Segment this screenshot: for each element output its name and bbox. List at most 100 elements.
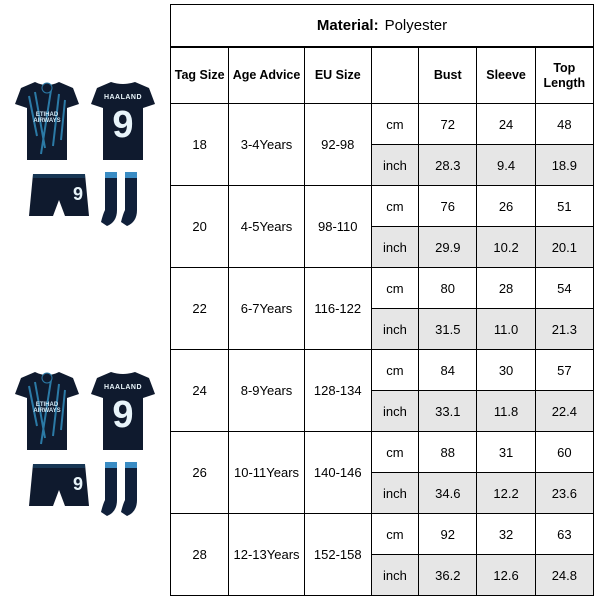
shorts-number: 9 [73,474,83,495]
jersey-back: HAALAND 9 [87,76,159,166]
col-sleeve: Sleeve [477,48,535,104]
cell-toplen-inch: 21.3 [535,309,593,350]
jersey-pair: ETIHAD AIRWAYS HAALAND 9 [11,366,159,456]
cell-bust-inch: 28.3 [419,145,477,186]
cell-eu: 128-134 [304,350,371,432]
cell-toplen-inch: 23.6 [535,473,593,514]
sponsor-line2: AIRWAYS [33,118,60,124]
cell-toplen-cm: 60 [535,432,593,473]
socks-icon [99,170,143,234]
cell-bust-cm: 80 [419,268,477,309]
cell-bust-inch: 34.6 [419,473,477,514]
socks [99,170,143,234]
col-eu-size: EU Size [304,48,371,104]
table-row: 2610-11Years140-146cm883160 [171,432,594,473]
player-number: 9 [87,396,159,434]
size-table-body: 183-4Years92-98cm722448inch28.39.418.920… [171,104,594,596]
cell-unit-cm: cm [371,432,418,473]
cell-sleeve-cm: 32 [477,514,535,555]
cell-unit-cm: cm [371,186,418,227]
cell-toplen-inch: 20.1 [535,227,593,268]
cell-age: 6-7Years [229,268,305,350]
col-top-length: Top Length [535,48,593,104]
cell-sleeve-cm: 31 [477,432,535,473]
cell-age: 3-4Years [229,104,305,186]
table-row: 226-7Years116-122cm802854 [171,268,594,309]
socks-icon [99,460,143,524]
cell-sleeve-inch: 11.0 [477,309,535,350]
table-row: 183-4Years92-98cm722448 [171,104,594,145]
cell-eu: 152-158 [304,514,371,596]
shorts-number: 9 [73,184,83,205]
cell-tag: 18 [171,104,229,186]
jersey-pair: ETIHAD AIRWAYS HAALAND 9 [11,76,159,166]
cell-bust-cm: 88 [419,432,477,473]
size-chart-column: Material: Polyester Tag Size Age Advice … [170,0,600,600]
cell-tag: 20 [171,186,229,268]
cell-sleeve-cm: 30 [477,350,535,391]
col-age-advice: Age Advice [229,48,305,104]
shorts: 9 [27,170,91,222]
cell-toplen-cm: 63 [535,514,593,555]
cell-age: 10-11Years [229,432,305,514]
jersey-back: HAALAND 9 [87,366,159,456]
cell-unit-cm: cm [371,350,418,391]
cell-bust-cm: 84 [419,350,477,391]
sponsor-text: ETIHAD AIRWAYS [11,402,83,414]
cell-unit-cm: cm [371,514,418,555]
cell-tag: 24 [171,350,229,432]
player-number: 9 [87,106,159,144]
cell-unit-inch: inch [371,391,418,432]
cell-sleeve-inch: 12.2 [477,473,535,514]
player-name: HAALAND [87,94,159,101]
shorts: 9 [27,460,91,512]
cell-toplen-inch: 24.8 [535,555,593,596]
cell-unit-inch: inch [371,145,418,186]
cell-toplen-cm: 51 [535,186,593,227]
cell-unit-inch: inch [371,555,418,596]
cell-sleeve-cm: 28 [477,268,535,309]
shorts-socks: 9 [27,460,143,524]
cell-tag: 26 [171,432,229,514]
cell-unit-cm: cm [371,104,418,145]
material-label: Material: [317,17,379,34]
cell-unit-inch: inch [371,309,418,350]
table-row: 204-5Years98-110cm762651 [171,186,594,227]
table-header-row: Tag Size Age Advice EU Size Bust Sleeve … [171,48,594,104]
cell-toplen-cm: 48 [535,104,593,145]
cell-toplen-inch: 18.9 [535,145,593,186]
shorts-socks: 9 [27,170,143,234]
sponsor-line2: AIRWAYS [33,408,60,414]
cell-sleeve-inch: 12.6 [477,555,535,596]
cell-bust-cm: 72 [419,104,477,145]
cell-eu: 98-110 [304,186,371,268]
product-preview-bottom: ETIHAD AIRWAYS HAALAND 9 9 [5,305,165,585]
product-images-column: ETIHAD AIRWAYS HAALAND 9 9 [0,0,170,600]
jersey-front: ETIHAD AIRWAYS [11,366,83,456]
col-bust: Bust [419,48,477,104]
cell-toplen-inch: 22.4 [535,391,593,432]
cell-bust-cm: 76 [419,186,477,227]
player-name: HAALAND [87,384,159,391]
cell-sleeve-cm: 26 [477,186,535,227]
cell-toplen-cm: 57 [535,350,593,391]
cell-unit-inch: inch [371,473,418,514]
col-tag-size: Tag Size [171,48,229,104]
cell-age: 8-9Years [229,350,305,432]
cell-tag: 22 [171,268,229,350]
material-row: Material: Polyester [170,4,594,47]
size-table: Tag Size Age Advice EU Size Bust Sleeve … [170,47,594,596]
cell-age: 12-13Years [229,514,305,596]
table-row: 2812-13Years152-158cm923263 [171,514,594,555]
cell-bust-inch: 31.5 [419,309,477,350]
cell-eu: 116-122 [304,268,371,350]
cell-unit-inch: inch [371,227,418,268]
table-row: 248-9Years128-134cm843057 [171,350,594,391]
jersey-front: ETIHAD AIRWAYS [11,76,83,166]
cell-eu: 92-98 [304,104,371,186]
cell-sleeve-inch: 9.4 [477,145,535,186]
cell-age: 4-5Years [229,186,305,268]
sponsor-text: ETIHAD AIRWAYS [11,112,83,124]
cell-toplen-cm: 54 [535,268,593,309]
cell-unit-cm: cm [371,268,418,309]
